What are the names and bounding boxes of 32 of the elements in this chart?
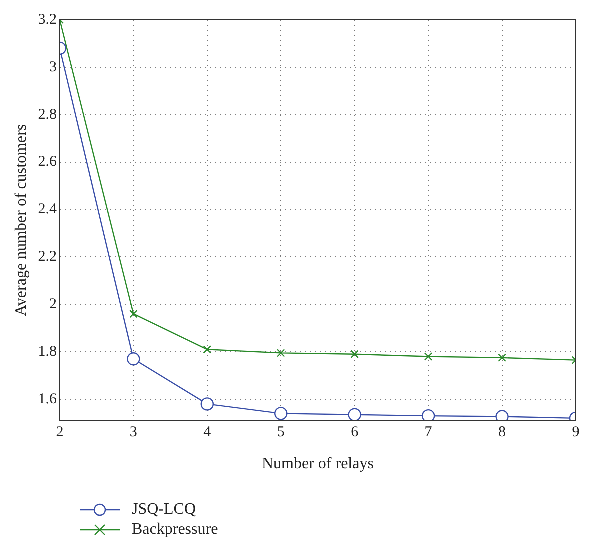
point	[424, 352, 433, 361]
point	[130, 310, 138, 318]
point	[422, 409, 436, 421]
x-tick-label: 3	[130, 424, 138, 441]
y-tick-label: 2.2	[38, 249, 57, 266]
x-tick-label: 9	[572, 424, 580, 441]
point	[200, 398, 214, 411]
point	[274, 407, 288, 420]
y-tick-label: 1.8	[38, 344, 57, 360]
point	[203, 346, 212, 354]
legend-label: JSQ-LCQ	[132, 501, 196, 519]
point	[276, 349, 286, 358]
point	[350, 350, 359, 359]
point	[498, 354, 506, 362]
y-tick-label: 2	[49, 296, 57, 313]
y-tick-label: 3	[49, 59, 57, 76]
y-tick-label: 3.2	[38, 12, 57, 28]
x-tick-label: 6	[351, 424, 360, 441]
x-tick-label: 8	[498, 424, 506, 441]
point	[127, 352, 140, 366]
point	[348, 408, 362, 421]
y-tick-label: 1.6	[38, 391, 58, 408]
y-axis-title: Average number of customers	[12, 124, 30, 316]
y-tick-label: 2.8	[38, 106, 57, 123]
x-tick-label: 5	[277, 424, 285, 441]
x-axis-title: Number of relays	[262, 456, 374, 473]
y-tick-label: 2.4	[38, 202, 58, 218]
x-tick-label: 4	[204, 424, 212, 441]
point	[496, 410, 509, 421]
y-tick-label: 2.6	[38, 154, 58, 170]
x-tick-label: 7	[424, 424, 433, 441]
legend-label: Backpressure	[132, 521, 218, 539]
